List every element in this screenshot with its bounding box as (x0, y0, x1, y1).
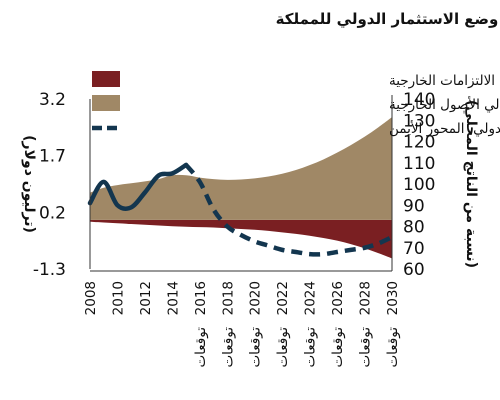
right-axis-title: (نسبة من الناتج المحلي) (463, 100, 479, 268)
x-tick-label: 2028 (358, 281, 374, 315)
right-tick-label: 80 (403, 218, 425, 238)
x-tick-label: 2014 (165, 281, 181, 315)
right-tick-label: 110 (403, 154, 435, 174)
left-tick-label: 3.2 (39, 90, 66, 110)
legend-swatch (92, 71, 120, 87)
x-tick-label: 2024 (303, 281, 319, 315)
series-area-1 (90, 117, 392, 220)
x-tick-forecast-note: توقعات (193, 327, 209, 368)
x-tick-label: 2026 (330, 281, 346, 315)
left-tick-label: 1.7 (39, 147, 66, 167)
legend-label: إجمالي الأصول الخارجية (389, 96, 500, 113)
right-tick-label: 140 (403, 90, 435, 110)
right-tick-label: 130 (403, 111, 435, 131)
left-tick-label: 0.2 (39, 203, 66, 223)
x-tick-forecast-note: توقعات (303, 327, 319, 368)
x-tick-forecast-note: توقعات (385, 327, 401, 368)
right-tick-label: 70 (403, 239, 425, 259)
x-tick-forecast-note: توقعات (248, 327, 264, 368)
x-tick-label: 2012 (138, 281, 154, 315)
x-tick-label: 2008 (83, 281, 99, 315)
x-tick-forecast-note: توقعات (358, 327, 374, 368)
x-tick-label: 2016 (193, 281, 209, 315)
line-historical (87, 162, 189, 212)
line-forecast (184, 163, 393, 257)
legend: إجمالي الالتزامات الخارجية إجمالي الأصول … (92, 71, 500, 137)
x-tick-forecast-note: توقعات (220, 327, 236, 368)
x-tick-label: 2030 (385, 281, 401, 315)
x-tick-label: 2010 (110, 281, 126, 315)
legend-label: إجمالي الالتزامات الخارجية (389, 73, 500, 89)
x-tick-forecast-note: توقعات (275, 327, 291, 368)
left-axis-title: (ترليون دولار) (21, 135, 37, 233)
left-tick-label: -1.3 (33, 260, 66, 280)
legend-label: وضع الاستثمار الدولي، المحور الأيمن (389, 120, 500, 137)
right-tick-label: 120 (403, 133, 435, 153)
right-tick-label: 60 (403, 260, 425, 280)
right-tick-label: 100 (403, 175, 435, 195)
chart-title: وضع الاستثمار الدولي للمملكة (276, 10, 499, 28)
legend-swatch (92, 95, 120, 111)
x-tick-label: 2018 (220, 281, 236, 315)
line-layer (87, 162, 393, 257)
right-tick-label: 90 (403, 196, 425, 216)
areas-layer (90, 117, 392, 259)
series-area-0 (90, 219, 392, 259)
x-tick-label: 2022 (275, 281, 291, 315)
x-tick-forecast-note: توقعات (330, 327, 346, 368)
x-tick-label: 2020 (248, 281, 264, 315)
